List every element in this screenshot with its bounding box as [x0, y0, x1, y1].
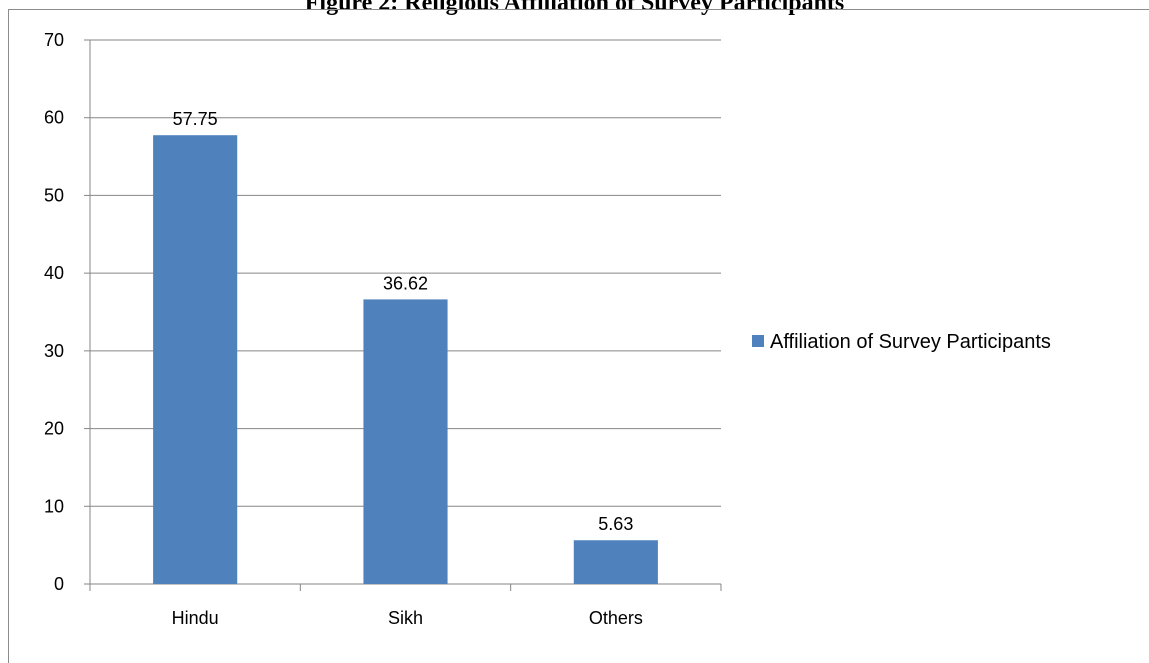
- legend: Affiliation of Survey Participants: [752, 331, 1051, 353]
- y-tick-label: 0: [54, 574, 64, 594]
- x-tick-labels: Hindu Sikh Others: [172, 608, 643, 628]
- y-tick-label: 40: [44, 263, 64, 283]
- data-label: 36.62: [383, 273, 428, 293]
- bar-others: [573, 540, 658, 584]
- chart-title: Figure 2: Religious Affiliation of Surve…: [304, 0, 845, 16]
- y-tick-label: 70: [44, 30, 64, 50]
- y-tick-label: 50: [44, 185, 64, 205]
- x-tick-label: Others: [589, 608, 643, 628]
- legend-swatch: [752, 335, 764, 347]
- data-label: 57.75: [173, 109, 218, 129]
- bars: [153, 135, 658, 584]
- chart-frame: [8, 9, 1149, 663]
- y-tick-label: 10: [44, 496, 64, 516]
- y-tick-label: 20: [44, 419, 64, 439]
- y-tick-labels: 0 10 20 30 40 50 60 70: [44, 30, 64, 594]
- bar-sikh: [363, 299, 448, 584]
- data-label: 5.63: [598, 514, 633, 534]
- legend-label: Affiliation of Survey Participants: [770, 331, 1051, 353]
- x-tick-label: Hindu: [172, 608, 219, 628]
- bar-hindu: [153, 135, 238, 584]
- y-tick-label: 60: [44, 108, 64, 128]
- x-tick-label: Sikh: [388, 608, 423, 628]
- data-labels: 57.75 36.62 5.63: [173, 109, 634, 534]
- y-tick-label: 30: [44, 341, 64, 361]
